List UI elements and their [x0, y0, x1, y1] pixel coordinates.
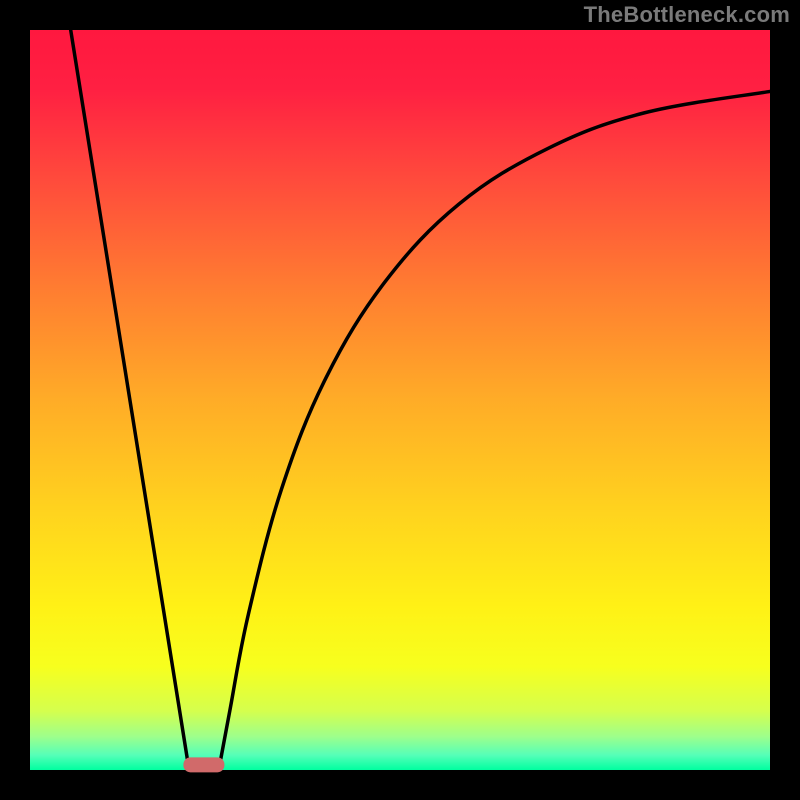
watermark-text: TheBottleneck.com: [584, 2, 790, 28]
optimal-marker: [183, 757, 224, 772]
chart-background: [30, 30, 770, 770]
bottleneck-chart: [0, 0, 800, 800]
chart-root: TheBottleneck.com: [0, 0, 800, 800]
